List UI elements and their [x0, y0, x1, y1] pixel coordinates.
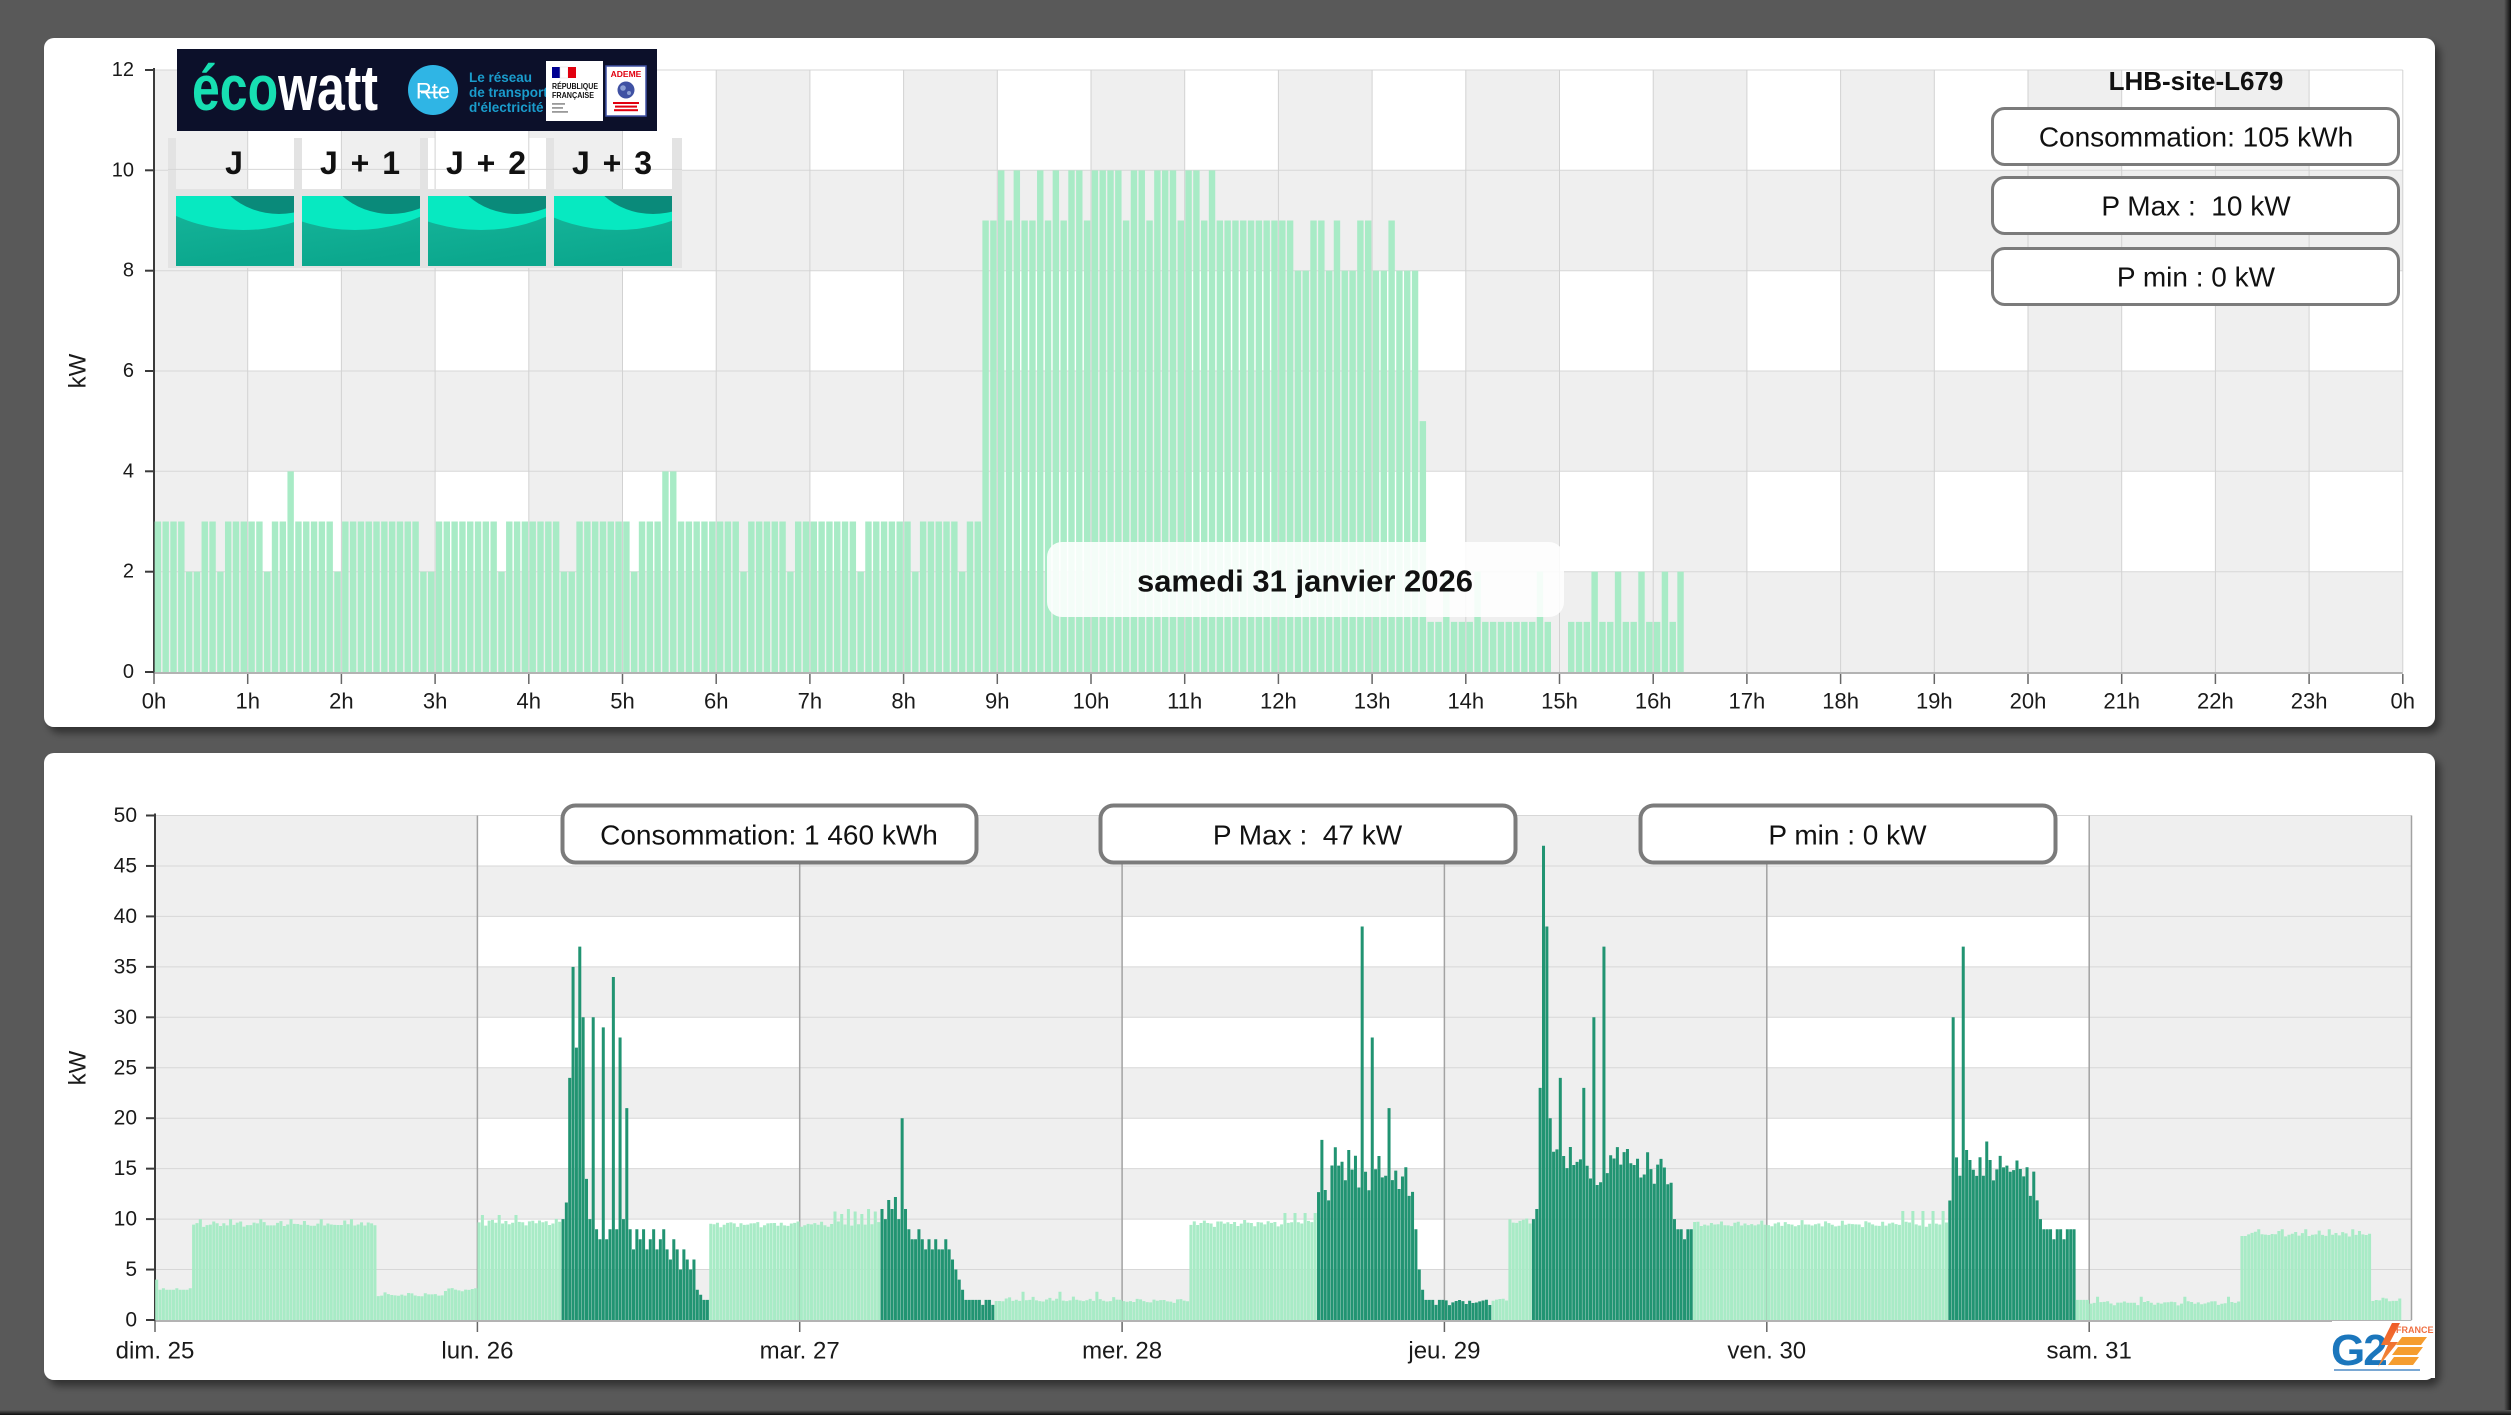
- svg-text:jeu. 29: jeu. 29: [1407, 1338, 1480, 1365]
- svg-text:6h: 6h: [704, 689, 728, 714]
- svg-text:11h: 11h: [1167, 689, 1202, 714]
- svg-text:0h: 0h: [2391, 689, 2415, 714]
- svg-text:0h: 0h: [142, 689, 166, 714]
- svg-text:Le réseau: Le réseau: [469, 70, 532, 85]
- svg-text:J: J: [225, 145, 245, 181]
- svg-text:19h: 19h: [1916, 689, 1953, 714]
- svg-text:ven. 30: ven. 30: [1727, 1338, 1806, 1365]
- svg-text:4: 4: [123, 460, 134, 482]
- svg-text:4h: 4h: [517, 689, 541, 714]
- svg-text:50: 50: [114, 804, 137, 827]
- svg-text:15h: 15h: [1541, 689, 1578, 714]
- svg-text:écowatt: écowatt: [192, 52, 378, 124]
- svg-text:J + 2: J + 2: [446, 145, 528, 181]
- svg-text:de transport: de transport: [469, 85, 548, 100]
- svg-text:FRANCE: FRANCE: [2396, 1325, 2434, 1335]
- svg-text:G2: G2: [2331, 1326, 2386, 1375]
- svg-text:lun. 26: lun. 26: [441, 1338, 513, 1365]
- svg-text:dim. 25: dim. 25: [116, 1338, 195, 1365]
- svg-text:kW: kW: [65, 1050, 92, 1085]
- svg-text:J + 1: J + 1: [320, 145, 402, 181]
- svg-text:RÉPUBLIQUE: RÉPUBLIQUE: [552, 81, 598, 91]
- svg-text:8: 8: [123, 260, 134, 282]
- svg-text:7h: 7h: [798, 689, 822, 714]
- svg-text:40: 40: [114, 905, 137, 928]
- svg-text:Rte: Rte: [416, 79, 450, 104]
- svg-text:21h: 21h: [2103, 689, 2140, 714]
- svg-text:45: 45: [114, 854, 137, 877]
- svg-text:P Max : 47 kW: P Max : 47 kW: [1213, 820, 1403, 851]
- svg-text:mer. 28: mer. 28: [1082, 1338, 1162, 1365]
- svg-text:8h: 8h: [891, 689, 915, 714]
- svg-text:ADEME: ADEME: [611, 69, 642, 79]
- svg-text:Consommation: 105 kWh: Consommation: 105 kWh: [2039, 122, 2353, 153]
- svg-text:d'électricité: d'électricité: [469, 100, 544, 115]
- svg-text:5h: 5h: [610, 689, 634, 714]
- svg-text:10: 10: [114, 1208, 137, 1231]
- svg-text:35: 35: [114, 955, 137, 978]
- svg-text:10h: 10h: [1073, 689, 1110, 714]
- svg-text:Consommation: 1 460 kWh: Consommation: 1 460 kWh: [600, 820, 938, 851]
- svg-text:1h: 1h: [235, 689, 259, 714]
- svg-text:0: 0: [123, 661, 134, 683]
- svg-text:P min : 0 kW: P min : 0 kW: [2117, 262, 2276, 293]
- svg-text:kW: kW: [65, 353, 92, 388]
- svg-text:FRANÇAISE: FRANÇAISE: [552, 90, 594, 100]
- svg-text:P Max : 10 kW: P Max : 10 kW: [2101, 191, 2291, 222]
- svg-text:20: 20: [114, 1107, 137, 1130]
- svg-text:2h: 2h: [329, 689, 353, 714]
- svg-text:2: 2: [123, 561, 134, 583]
- svg-text:10: 10: [112, 159, 134, 181]
- svg-text:J + 3: J + 3: [572, 145, 654, 181]
- svg-text:P min : 0 kW: P min : 0 kW: [1768, 820, 1927, 851]
- svg-text:LHB-site-L679: LHB-site-L679: [2109, 66, 2284, 96]
- svg-text:23h: 23h: [2291, 689, 2328, 714]
- svg-text:3h: 3h: [423, 689, 447, 714]
- svg-text:13h: 13h: [1354, 689, 1391, 714]
- svg-text:sam. 31: sam. 31: [2047, 1338, 2132, 1365]
- svg-text:samedi 31 janvier 2026: samedi 31 janvier 2026: [1137, 564, 1473, 599]
- svg-text:18h: 18h: [1822, 689, 1859, 714]
- svg-text:25: 25: [114, 1056, 137, 1079]
- svg-text:mar. 27: mar. 27: [760, 1338, 840, 1365]
- svg-text:17h: 17h: [1729, 689, 1766, 714]
- svg-text:20h: 20h: [2010, 689, 2047, 714]
- svg-text:14h: 14h: [1447, 689, 1484, 714]
- svg-text:16h: 16h: [1635, 689, 1672, 714]
- svg-text:0: 0: [125, 1309, 137, 1332]
- svg-text:22h: 22h: [2197, 689, 2234, 714]
- svg-text:9h: 9h: [985, 689, 1009, 714]
- svg-text:12: 12: [112, 59, 134, 81]
- svg-text:15: 15: [114, 1157, 137, 1180]
- svg-text:5: 5: [125, 1258, 137, 1281]
- svg-text:6: 6: [123, 360, 134, 382]
- svg-text:12h: 12h: [1260, 689, 1297, 714]
- svg-text:30: 30: [114, 1006, 137, 1029]
